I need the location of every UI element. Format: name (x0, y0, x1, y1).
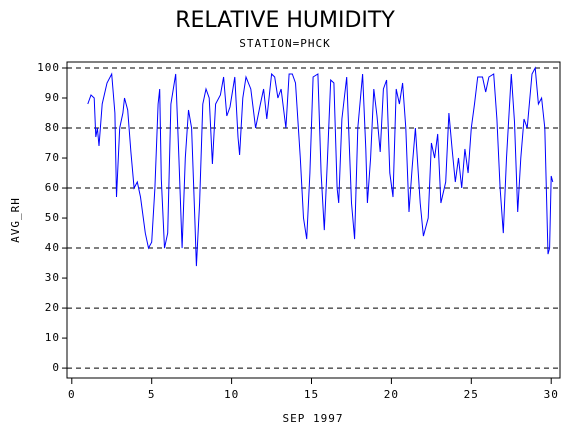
y-tick-label: 20 (45, 301, 60, 314)
x-tick-label: 20 (384, 388, 399, 401)
data-line (87, 66, 554, 267)
x-tick-label: 10 (224, 388, 239, 401)
x-tick-label: 25 (464, 388, 479, 401)
chart-title: RELATIVE HUMIDITY (175, 8, 395, 33)
y-tick-label: 40 (45, 241, 60, 254)
y-tick-label: 90 (45, 91, 60, 104)
chart-subtitle: STATION=PHCK (239, 37, 330, 50)
y-tick-label: 30 (45, 271, 60, 284)
x-tick-label: 5 (148, 388, 156, 401)
x-axis-label: SEP 1997 (283, 412, 344, 425)
y-tick-label: 10 (45, 331, 60, 344)
x-tick-label: 0 (68, 388, 76, 401)
y-tick-label: 70 (45, 151, 60, 164)
y-tick-label: 60 (45, 181, 60, 194)
plot-frame (66, 61, 561, 379)
y-tick-label: 0 (52, 361, 60, 374)
y-tick-label: 50 (45, 211, 60, 224)
x-tick-label: 15 (304, 388, 319, 401)
y-tick-label: 100 (37, 61, 60, 74)
y-tick-label: 80 (45, 121, 60, 134)
x-tick-label: 30 (544, 388, 559, 401)
y-axis-label: AVG_RH (9, 197, 22, 243)
